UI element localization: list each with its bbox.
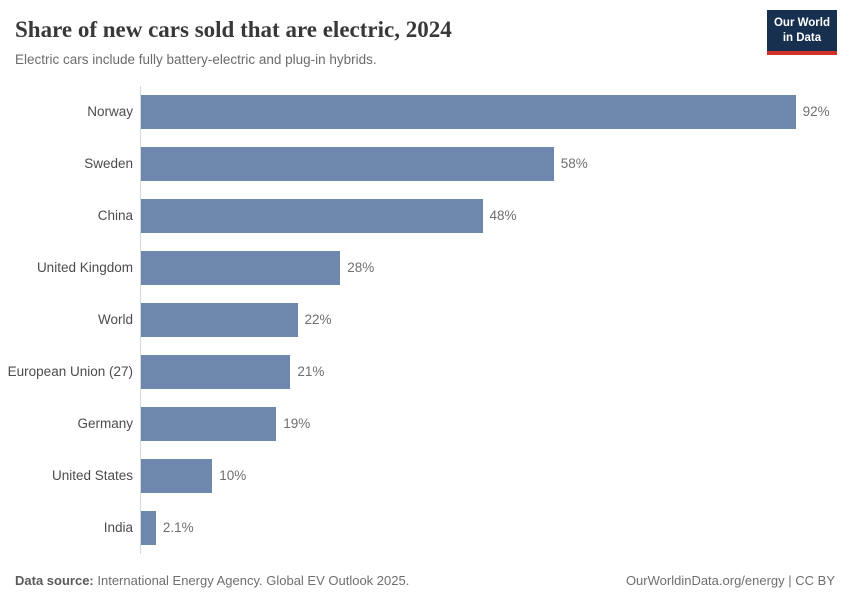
category-label: Norway	[87, 104, 133, 120]
category-label: European Union (27)	[7, 364, 133, 380]
bar	[141, 406, 277, 441]
bar-cell: 48%	[140, 189, 850, 242]
bar-value-label: 21%	[297, 364, 325, 380]
bar	[141, 198, 483, 233]
chart-row: Germany 19%	[0, 397, 850, 450]
bar-cell: 21%	[140, 345, 850, 398]
bar-cell: 28%	[140, 241, 850, 294]
bar	[141, 250, 341, 285]
bar	[141, 146, 554, 181]
bar-value-label: 28%	[347, 260, 375, 276]
chart-row: United States 10%	[0, 449, 850, 502]
bar-value-label: 2.1%	[162, 520, 194, 536]
bar-cell: 22%	[140, 293, 850, 346]
bar-value-label: 92%	[802, 104, 830, 120]
bar-value-label: 19%	[283, 416, 311, 432]
bar	[141, 510, 156, 545]
chart-row: World 22%	[0, 293, 850, 346]
bar-value-label: 48%	[489, 208, 517, 224]
category-label: Sweden	[84, 156, 133, 172]
chart-footer: Data source: International Energy Agency…	[15, 573, 835, 588]
bar-cell: 10%	[140, 449, 850, 502]
chart-header: Share of new cars sold that are electric…	[0, 0, 850, 68]
owid-logo-line1: Our World	[773, 17, 830, 29]
chart-row: China 48%	[0, 189, 850, 242]
category-label: China	[97, 208, 133, 224]
data-source-label: Data source:	[15, 573, 94, 588]
bar-chart: Norway 92% Sweden 58% China 48% United K…	[0, 85, 850, 554]
chart-row: Sweden 58%	[0, 137, 850, 190]
bar-value-label: 58%	[560, 156, 588, 172]
page-title: Share of new cars sold that are electric…	[15, 17, 452, 42]
category-label: World	[97, 312, 133, 328]
bar	[141, 354, 291, 389]
bar	[141, 458, 213, 493]
chart-row: European Union (27) 21%	[0, 345, 850, 398]
category-label: United States	[51, 468, 133, 484]
bar-value-label: 10%	[219, 468, 247, 484]
chart-row: United Kingdom 28%	[0, 241, 850, 294]
license-link[interactable]: OurWorldinData.org/energy | CC BY	[625, 573, 835, 588]
bar-cell: 19%	[140, 397, 850, 450]
category-label: United Kingdom	[36, 260, 133, 276]
bar-cell: 2.1%	[140, 501, 850, 554]
bar	[141, 94, 796, 129]
chart-subtitle: Electric cars include fully battery-elec…	[15, 51, 377, 67]
bar	[141, 302, 298, 337]
bar-value-label: 22%	[304, 312, 332, 328]
data-source: Data source: International Energy Agency…	[15, 573, 409, 588]
chart-row: Norway 92%	[0, 85, 850, 138]
chart-row: India 2.1%	[0, 501, 850, 554]
owid-logo-line2: in Data	[782, 31, 822, 44]
bar-cell: 92%	[140, 85, 850, 138]
category-label: Germany	[77, 416, 133, 432]
category-label: India	[103, 520, 133, 536]
owid-logo[interactable]: Our World in Data	[766, 10, 837, 55]
data-source-text: International Energy Agency. Global EV O…	[93, 573, 410, 588]
bar-cell: 58%	[140, 137, 850, 190]
